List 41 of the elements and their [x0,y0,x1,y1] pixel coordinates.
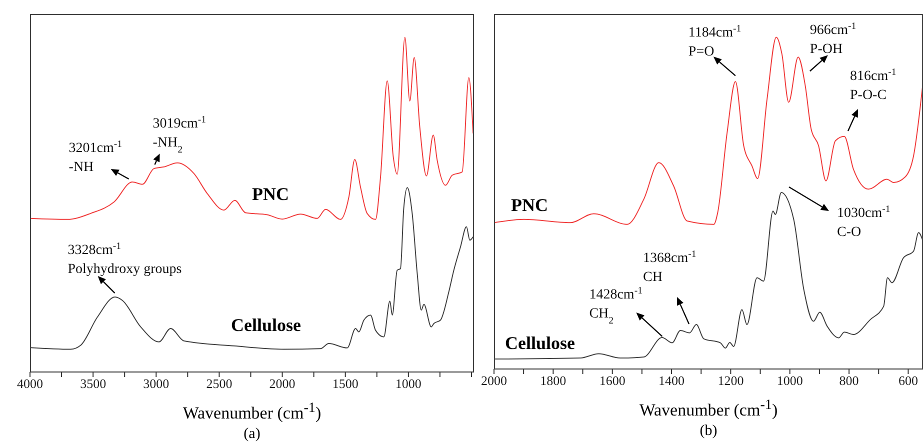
x-tick-label: 1000 [776,373,803,388]
series-label: PNC [511,195,548,215]
x-tick-label: 1200 [718,373,744,388]
annotation: 816cm$^{-1}$ [850,66,896,84]
annotation: CH$_{2}$ [589,306,614,326]
x-axis-title: Wavenumber (cm$^{-1}$) [638,397,779,421]
x-tick-label: 1800 [540,373,566,388]
x-tick-label: 1400 [658,373,685,388]
annotation: 1184cm$^{-1}$ [688,23,742,41]
annotation: 1030cm$^{-1}$ [837,204,890,221]
annotation: C-O [837,225,862,240]
annotation: CH [643,270,662,285]
x-tick-label: 2000 [269,376,296,392]
annotation: Polyhydroxy groups [68,262,182,278]
annotation: P-OH [810,42,843,58]
x-tick-label: 1000 [395,376,422,392]
x-tick-label: 800 [839,373,859,388]
annotation: 3019cm$^{-1}$ [152,114,206,132]
x-tick-label: 3500 [80,376,106,392]
series-label: Cellulose [231,315,302,335]
x-tick-label: 2000 [481,373,507,388]
x-axis-title: Wavenumber (cm$^{-1}$) [182,400,322,424]
annotation: 3328cm$^{-1}$ [68,240,122,258]
text: (b) [698,423,718,440]
annotation: 3201cm$^{-1}$ [68,138,122,156]
x-tick-label: 2500 [206,376,232,392]
annotation: -NH [68,160,94,175]
annotation: 1368cm$^{-1}$ [643,248,696,266]
annotation: P-O-C [850,88,887,103]
series-label: Cellulose [505,333,576,353]
x-tick-label: 1600 [599,373,626,388]
x-tick-label: 1500 [332,376,358,392]
text: (a) [242,426,262,443]
annotation: 1428cm$^{-1}$ [589,284,643,302]
annotation: -NH$_{2}$ [152,136,183,156]
x-tick-label: 3000 [143,376,170,392]
x-tick-label: 4000 [17,376,43,392]
annotation: 966cm$^{-1}$ [810,20,856,38]
x-tick-label: 600 [898,373,918,388]
annotation: P=O [688,44,714,60]
series-label: PNC [252,184,289,204]
